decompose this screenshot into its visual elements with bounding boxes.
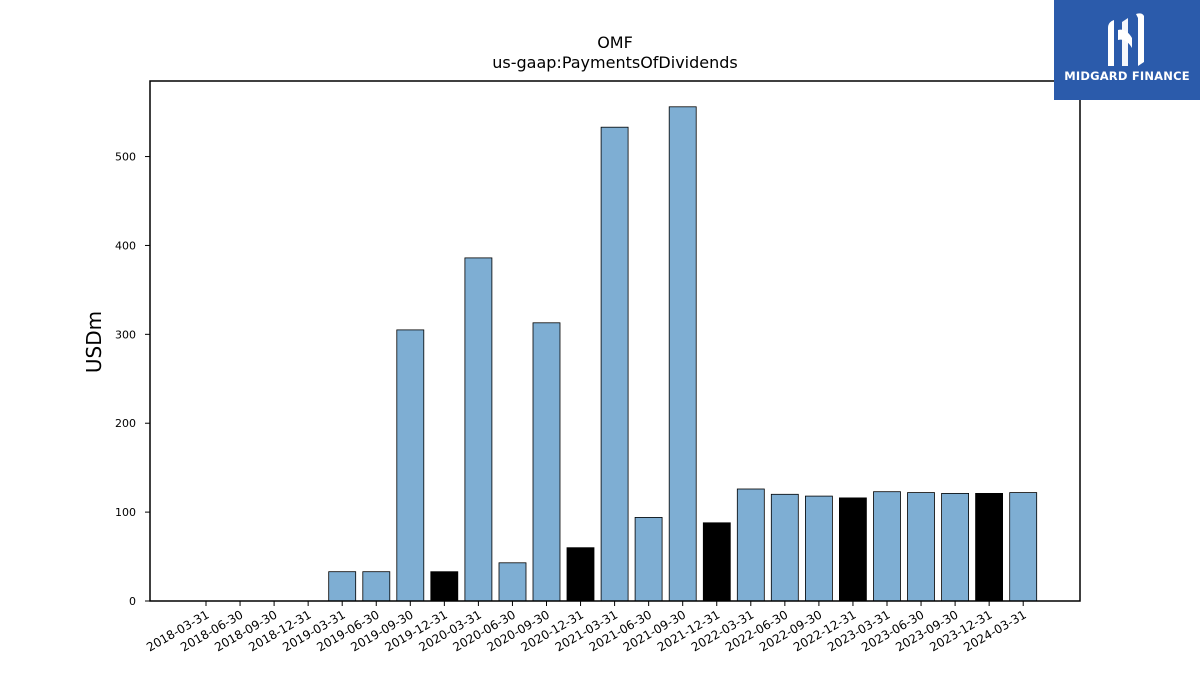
chart-title: OMF: [597, 33, 633, 52]
bar: [600, 126, 629, 602]
bar: [566, 547, 595, 602]
bar: [736, 488, 765, 602]
y-tick-label: 300: [115, 328, 136, 341]
bar: [328, 571, 357, 602]
bar: [770, 493, 799, 602]
bar: [396, 329, 425, 602]
bar: [464, 257, 493, 602]
brand-logo: MIDGARD FINANCE: [1054, 0, 1200, 100]
chart-subtitle: us-gaap:PaymentsOfDividends: [492, 53, 737, 72]
y-tick-label: 100: [115, 506, 136, 519]
plot-frame: [149, 80, 1081, 602]
y-axis-label: USDm: [82, 311, 106, 373]
bar: [362, 571, 391, 602]
bar: [532, 322, 561, 602]
x-axis: 2018-03-312018-06-302018-09-302018-12-31…: [144, 601, 1029, 654]
bar: [634, 517, 663, 602]
bar: [975, 492, 1003, 602]
bar: [941, 492, 969, 602]
bar: [805, 495, 833, 602]
bar: [873, 491, 901, 602]
y-tick-label: 400: [115, 239, 136, 252]
logo-text: MIDGARD FINANCE: [1064, 69, 1190, 83]
bar: [1009, 492, 1038, 602]
bars-group: [328, 106, 1038, 602]
y-axis: 0 100 200 300 400 500: [115, 151, 150, 608]
bar: [907, 492, 935, 602]
y-tick-label: 200: [115, 417, 136, 430]
y-tick-label: 500: [115, 151, 136, 164]
bar: [668, 106, 697, 602]
bar: [839, 497, 867, 602]
bar: [702, 522, 731, 602]
logo-mark-icon: [1108, 13, 1144, 66]
y-tick-label: 0: [129, 595, 136, 608]
bar: [430, 571, 459, 602]
bar: [498, 562, 527, 602]
